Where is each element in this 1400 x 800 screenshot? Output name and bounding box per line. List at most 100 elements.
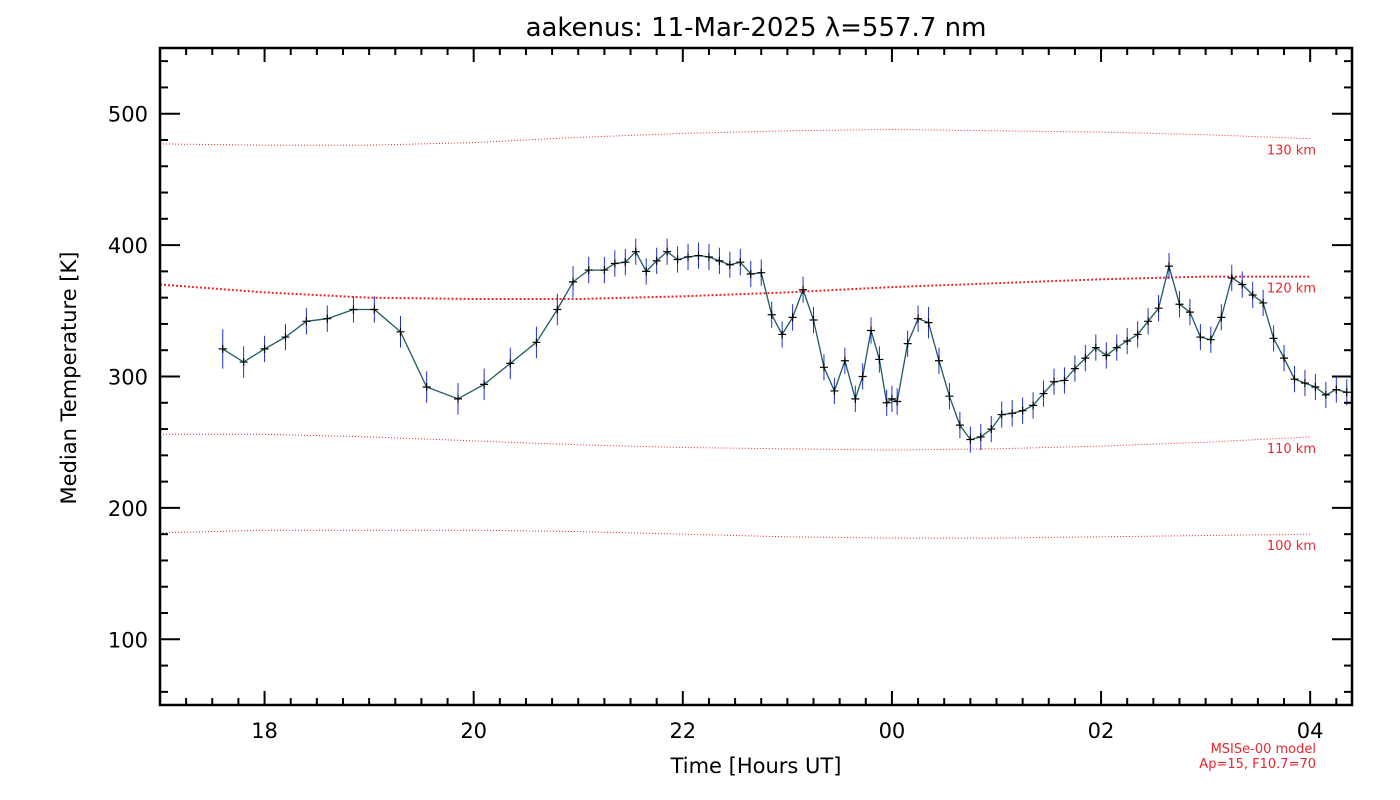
data-point xyxy=(1112,343,1121,352)
data-point xyxy=(1290,375,1299,384)
chart-title: aakenus: 11-Mar-2025 λ=557.7 nm xyxy=(526,13,987,43)
data-point xyxy=(924,318,933,327)
data-point xyxy=(1227,273,1236,282)
data-point xyxy=(976,432,985,441)
data-point xyxy=(819,363,828,372)
data-point xyxy=(349,305,358,314)
data-point xyxy=(840,356,849,365)
data-point xyxy=(858,372,867,381)
data-point xyxy=(1008,409,1017,418)
data-point xyxy=(851,394,860,403)
data-point xyxy=(323,314,332,323)
data-point xyxy=(1332,385,1341,394)
data-point xyxy=(704,252,713,261)
data-point xyxy=(778,330,787,339)
data-point xyxy=(830,386,839,395)
data-point xyxy=(1123,337,1132,346)
reference-line-130-km xyxy=(159,128,1311,146)
data-point xyxy=(1154,304,1163,313)
data-point xyxy=(260,344,269,353)
y-axis-label: Median Temperature [K] xyxy=(57,252,81,505)
data-point xyxy=(302,317,311,326)
data-point xyxy=(767,310,776,319)
data-point xyxy=(652,256,661,265)
x-tick-label: 00 xyxy=(879,719,906,743)
data-point xyxy=(673,255,682,264)
data-point xyxy=(1029,401,1038,410)
reference-line-label: 130 km xyxy=(1267,144,1316,159)
data-point xyxy=(454,394,462,403)
data-point xyxy=(1039,389,1048,398)
temperature-series-line xyxy=(222,250,1347,441)
data-point xyxy=(788,313,797,322)
y-tick-label: 500 xyxy=(108,103,148,127)
data-point xyxy=(1144,317,1153,326)
data-point xyxy=(987,425,996,434)
data-point xyxy=(893,397,902,406)
data-point xyxy=(532,338,541,347)
reference-line-110-km xyxy=(160,433,1311,451)
data-point xyxy=(1175,300,1184,309)
data-point xyxy=(997,410,1006,419)
x-tick-label: 04 xyxy=(1297,719,1324,743)
data-point xyxy=(621,258,630,267)
reference-line-label: 100 km xyxy=(1267,539,1316,554)
data-point xyxy=(1070,364,1079,373)
data-point xyxy=(966,435,975,444)
data-point xyxy=(725,260,734,269)
data-point xyxy=(694,251,703,260)
data-point xyxy=(631,247,640,256)
data-point xyxy=(1300,379,1309,388)
data-point xyxy=(281,333,290,342)
data-point xyxy=(506,359,515,368)
data-point xyxy=(1091,343,1100,352)
data-point xyxy=(642,267,651,276)
x-axis-label: Time [Hours UT] xyxy=(670,754,842,778)
data-point xyxy=(1280,354,1289,363)
plot-frame xyxy=(158,46,1354,707)
y-tick-label: 300 xyxy=(108,366,148,390)
data-point xyxy=(945,392,954,401)
data-point xyxy=(1259,298,1268,307)
data-point xyxy=(903,339,912,348)
data-point xyxy=(809,315,818,324)
data-point xyxy=(663,247,672,256)
data-point xyxy=(1102,351,1111,360)
data-point xyxy=(867,326,876,335)
data-point xyxy=(396,327,405,336)
data-point xyxy=(887,394,896,403)
y-tick-label: 200 xyxy=(108,497,148,521)
data-point xyxy=(569,277,578,286)
y-tick-label: 400 xyxy=(108,234,148,258)
reference-line-100-km xyxy=(159,529,1311,539)
data-point xyxy=(914,314,923,323)
model-annotation: MSISe-00 model xyxy=(1211,742,1316,757)
x-tick-label: 22 xyxy=(669,719,696,743)
data-point xyxy=(1238,280,1247,289)
data-point xyxy=(1081,354,1090,363)
data-point xyxy=(1050,377,1058,386)
data-point xyxy=(1196,333,1205,342)
data-point xyxy=(239,358,248,367)
data-point xyxy=(757,268,766,277)
data-point xyxy=(584,266,593,275)
reference-line-120-km xyxy=(159,275,1311,300)
x-tick-label: 02 xyxy=(1088,719,1115,743)
reference-line-label: 110 km xyxy=(1267,442,1316,457)
data-point xyxy=(553,305,562,314)
data-point xyxy=(1206,335,1215,344)
data-point xyxy=(875,355,884,364)
data-point xyxy=(1321,390,1330,399)
data-point xyxy=(1060,376,1069,385)
data-point xyxy=(934,356,943,365)
data-point xyxy=(1133,330,1142,339)
data-point xyxy=(480,380,489,389)
data-point xyxy=(600,266,609,275)
data-point xyxy=(1311,383,1320,392)
reference-line-label: 120 km xyxy=(1267,282,1316,297)
data-point xyxy=(736,258,745,267)
data-point xyxy=(610,259,619,268)
data-point xyxy=(746,270,755,279)
data-point xyxy=(1269,334,1278,343)
data-point xyxy=(1248,291,1257,300)
